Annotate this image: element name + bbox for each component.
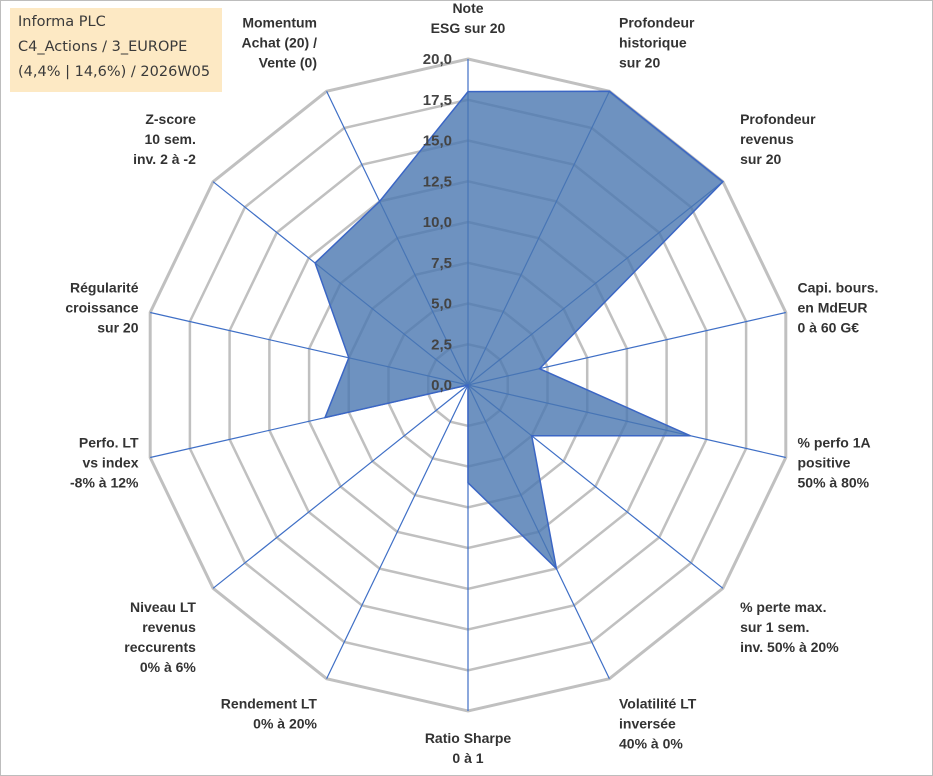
axis-label-line: Z-score (145, 111, 196, 127)
axis-label: Momentum Achat (20) / Vente (0) (242, 15, 318, 71)
axis-label: Profondeur revenus sur 20 (740, 111, 816, 167)
axis-label: Volatilité LT inversée 40% à 0% (619, 696, 697, 752)
category-label: C4_Actions / 3_EUROPE (18, 39, 188, 55)
tick-label-layer: 0,0 2,5 5,0 7,5 10,0 12,5 15,0 17,5 20,0 (423, 51, 452, 394)
axis-label-line: Note (452, 0, 483, 16)
axis-label-line: sur 20 (619, 55, 660, 71)
series-layer (314, 90, 725, 571)
axis-label-line: sur 20 (97, 320, 138, 336)
info-box: Informa PLC C4_Actions / 3_EUROPE (4,4% … (10, 8, 222, 92)
axis-label-line: Régularité (70, 280, 139, 296)
axis-label-line: positive (798, 454, 851, 470)
axis-label-line: 0% à 6% (140, 659, 197, 675)
tick-label: 0,0 (431, 377, 452, 394)
company-name: Informa PLC (18, 14, 106, 30)
axis-label: Note ESG sur 20 (431, 0, 506, 36)
axis-label: Capi. bours. en MdEUR 0 à 60 G€ (798, 280, 879, 336)
axis-spoke (212, 384, 469, 589)
axis-label-line: reccurents (124, 639, 196, 655)
axis-label: Z-score 10 sem. inv. 2 à -2 (133, 111, 196, 167)
axis-label-line: % perfo 1A (798, 434, 871, 450)
axis-label: Niveau LT revenus reccurents 0% à 6% (124, 599, 196, 675)
axis-label: Ratio Sharpe 0 à 1 (425, 730, 512, 766)
axis-label-line: Capi. bours. (798, 280, 879, 296)
axis-label-line: 50% à 80% (798, 474, 870, 490)
tick-label: 2,5 (431, 336, 452, 353)
axis-label-line: Vente (0) (259, 55, 317, 71)
axis-label: Profondeur historique sur 20 (619, 15, 695, 71)
axis-label: Rendement LT 0% à 20% (221, 696, 318, 732)
axis-label: % perfo 1A positive 50% à 80% (798, 434, 871, 490)
tick-label: 15,0 (423, 133, 452, 150)
axis-label: Régularité croissance sur 20 (65, 280, 138, 336)
axis-label-line: Volatilité LT (619, 696, 697, 712)
axis-label-line: Ratio Sharpe (425, 730, 512, 746)
series-area (314, 90, 725, 571)
axis-label-line: 0 à 1 (452, 750, 483, 766)
period-label: (4,4% | 14,6%) / 2026W05 (18, 64, 211, 80)
axis-spoke (326, 384, 469, 679)
axis-label-line: croissance (65, 300, 138, 316)
tick-label: 17,5 (423, 92, 452, 109)
axis-label-line: revenus (740, 131, 794, 147)
axis-label-line: 0 à 60 G€ (798, 320, 860, 336)
axis-label-line: Profondeur (740, 111, 816, 127)
axis-label-line: vs index (82, 454, 138, 470)
axis-label-line: -8% à 12% (70, 474, 139, 490)
axis-label-line: inv. 50% à 20% (740, 639, 839, 655)
tick-label: 7,5 (431, 255, 452, 272)
axis-label-line: revenus (142, 619, 196, 635)
tick-label: 12,5 (423, 173, 452, 190)
axis-label-line: Rendement LT (221, 696, 318, 712)
tick-label: 20,0 (423, 51, 452, 68)
axis-label-line: ESG sur 20 (431, 20, 506, 36)
axis-label-line: historique (619, 35, 687, 51)
axis-label: % perte max. sur 1 sem. inv. 50% à 20% (740, 599, 839, 655)
axis-label: Perfo. LT vs index -8% à 12% (70, 434, 139, 490)
axis-label-line: 0% à 20% (253, 716, 317, 732)
tick-label: 5,0 (431, 296, 452, 313)
axis-label-line: Profondeur (619, 15, 695, 31)
axis-label-line: inv. 2 à -2 (133, 151, 196, 167)
axis-label-line: 10 sem. (145, 131, 196, 147)
axis-label-line: 40% à 0% (619, 736, 683, 752)
axis-label-line: % perte max. (740, 599, 826, 615)
axis-label-line: sur 20 (740, 151, 781, 167)
axis-label-line: Achat (20) / (242, 35, 318, 51)
axis-label-line: Niveau LT (130, 599, 196, 615)
axis-label-line: inversée (619, 716, 676, 732)
axis-label-line: Momentum (242, 15, 317, 31)
axis-label-line: en MdEUR (798, 300, 868, 316)
axis-label-line: sur 1 sem. (740, 619, 809, 635)
tick-label: 10,0 (423, 214, 452, 231)
axis-label-layer: Note ESG sur 20 Profondeur historique sur 20… (65, 0, 878, 766)
axis-label-line: Perfo. LT (79, 434, 139, 450)
